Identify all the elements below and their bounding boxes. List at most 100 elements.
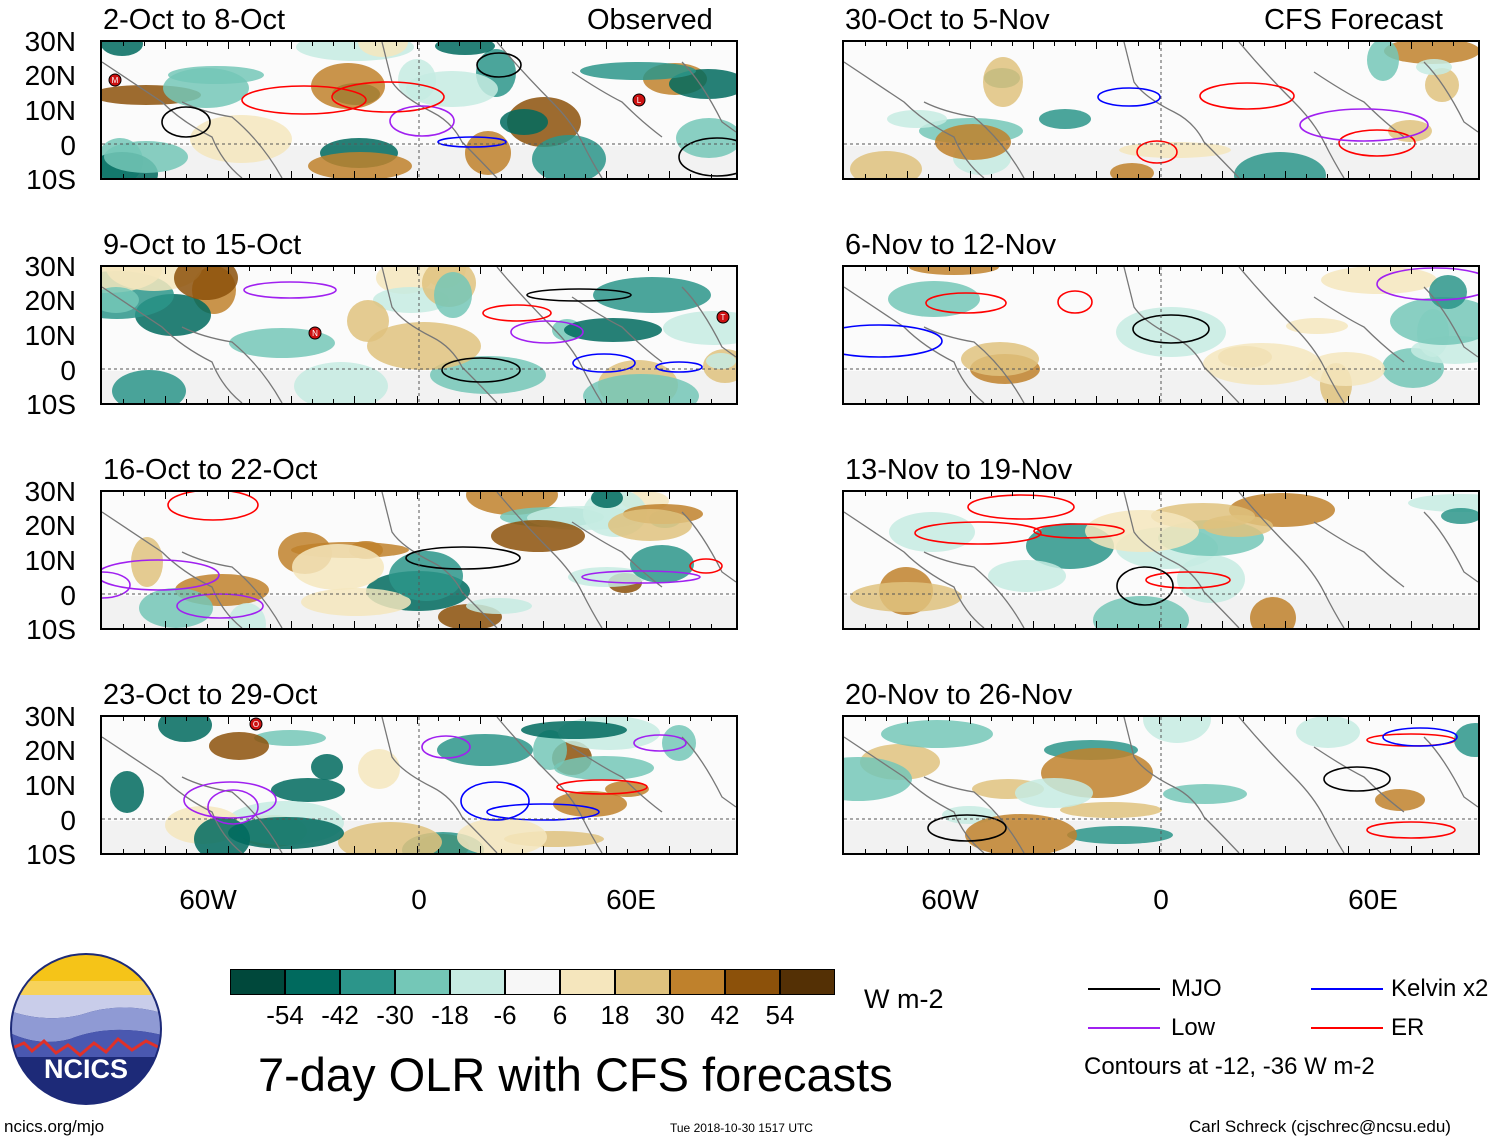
olr-anomaly-blob [457, 818, 547, 853]
colorbar-label: -6 [493, 1000, 517, 1030]
wave-contour [1338, 129, 1416, 157]
olr-anomaly-blob [301, 588, 411, 616]
olr-anomaly-blob [850, 151, 922, 178]
olr-anomaly-blob [521, 721, 627, 739]
coastline [1313, 296, 1405, 363]
coastline [923, 776, 1025, 853]
colorbar-swatch [230, 969, 285, 995]
wave-contour [967, 494, 1075, 520]
olr-anomaly-blob [881, 720, 993, 748]
olr-anomaly-blob [1307, 352, 1385, 386]
panel-title-4: 23-Oct to 29-Oct [103, 679, 318, 711]
coastline [1423, 511, 1478, 583]
map-panel-8 [842, 715, 1480, 855]
olr-anomaly-blob [850, 582, 962, 612]
olr-anomaly-blob [909, 267, 999, 275]
olr-anomaly-blob [437, 734, 533, 766]
wave-contour [331, 81, 445, 113]
wave-contour [176, 593, 264, 619]
coastline [496, 492, 603, 628]
forecast-label: CFS Forecast [1264, 4, 1443, 36]
wave-contour [161, 106, 211, 138]
olr-anomaly-blob [389, 551, 463, 601]
wave-contour [482, 304, 552, 322]
coastline [844, 286, 985, 403]
olr-anomaly-blob [229, 328, 335, 358]
footer-timestamp: Tue 2018-10-30 1517 UTC [670, 1121, 813, 1135]
olr-anomaly-blob [311, 754, 343, 780]
olr-anomaly-blob [465, 131, 511, 175]
olr-anomaly-blob [1110, 163, 1154, 178]
y-label: 20N [24, 60, 76, 91]
colorbar-swatch [615, 969, 670, 995]
olr-anomaly-blob [553, 791, 627, 817]
olr-anomaly-blob [591, 492, 623, 508]
olr-anomaly-blob [1143, 717, 1211, 743]
wave-contour [102, 559, 220, 591]
coastline [923, 551, 1025, 628]
wave-contour [441, 357, 521, 383]
olr-anomaly-blob [174, 267, 238, 300]
panel-title-2: 9-Oct to 15-Oct [103, 229, 302, 261]
colorbar-swatch [505, 969, 560, 995]
wave-contour [241, 85, 367, 115]
colorbar-label: 54 [765, 1000, 795, 1030]
olr-anomaly-blob [669, 69, 736, 99]
storm-marker [249, 717, 263, 731]
coastline [1238, 717, 1345, 853]
olr-anomaly-blob [158, 717, 212, 742]
olr-anomaly-blob [630, 545, 694, 583]
y-label: 0 [60, 580, 76, 611]
footer-url[interactable]: ncics.org/mjo [4, 1117, 105, 1136]
coastline [181, 326, 283, 403]
olr-anomaly-blob [1093, 596, 1189, 628]
y-label: 20N [24, 735, 76, 766]
coastline [844, 511, 985, 628]
panel-title-7: 13-Nov to 19-Nov [845, 454, 1073, 486]
wave-contour [389, 105, 455, 137]
storm-marker [716, 310, 730, 324]
x-label-60e-right: 60E [1348, 884, 1398, 915]
wave-contour [927, 814, 1007, 842]
wave-contour [1323, 766, 1391, 792]
colorbar-swatch [285, 969, 340, 995]
olr-anomaly-blob [1067, 826, 1173, 844]
olr-anomaly-blob [1085, 510, 1199, 552]
olr-anomaly-blob [435, 42, 495, 55]
olr-anomaly-blob [1203, 343, 1321, 385]
panel-title-3: 16-Oct to 22-Oct [103, 454, 318, 486]
wave-contour [476, 52, 522, 78]
storm-marker [632, 93, 646, 107]
wave-contour [925, 292, 1007, 314]
wave-contour [655, 361, 703, 373]
wave-contour [844, 324, 943, 358]
colorbar-label: -54 [266, 1000, 304, 1030]
olr-anomaly-blob [1384, 42, 1478, 64]
legend-er-label: ER [1391, 1014, 1425, 1041]
colorbar-label: -30 [376, 1000, 414, 1030]
coastline [102, 61, 243, 178]
wave-contour [1097, 87, 1161, 107]
wave-contour [633, 734, 687, 752]
colorbar-swatch [725, 969, 780, 995]
wave-contour [689, 558, 723, 574]
storm-marker [308, 326, 322, 340]
y-label: 30N [24, 701, 76, 732]
olr-anomaly-blob [308, 152, 412, 178]
coastline [571, 296, 663, 363]
y-label: 10N [24, 770, 76, 801]
y-label: 10S [26, 839, 76, 870]
legend-mjo-line [1088, 988, 1160, 990]
map-panel-7 [842, 490, 1480, 630]
olr-anomaly-blob [961, 342, 1039, 376]
ncics-logo: NCICS [10, 953, 162, 1105]
colorbar-swatch [670, 969, 725, 995]
olr-anomaly-blob [706, 353, 736, 369]
wave-contour [167, 492, 259, 521]
olr-anomaly-blob [593, 277, 711, 313]
coastline [1313, 746, 1405, 813]
logo-text: NCICS [44, 1054, 128, 1084]
olr-anomaly-blob [254, 730, 326, 746]
